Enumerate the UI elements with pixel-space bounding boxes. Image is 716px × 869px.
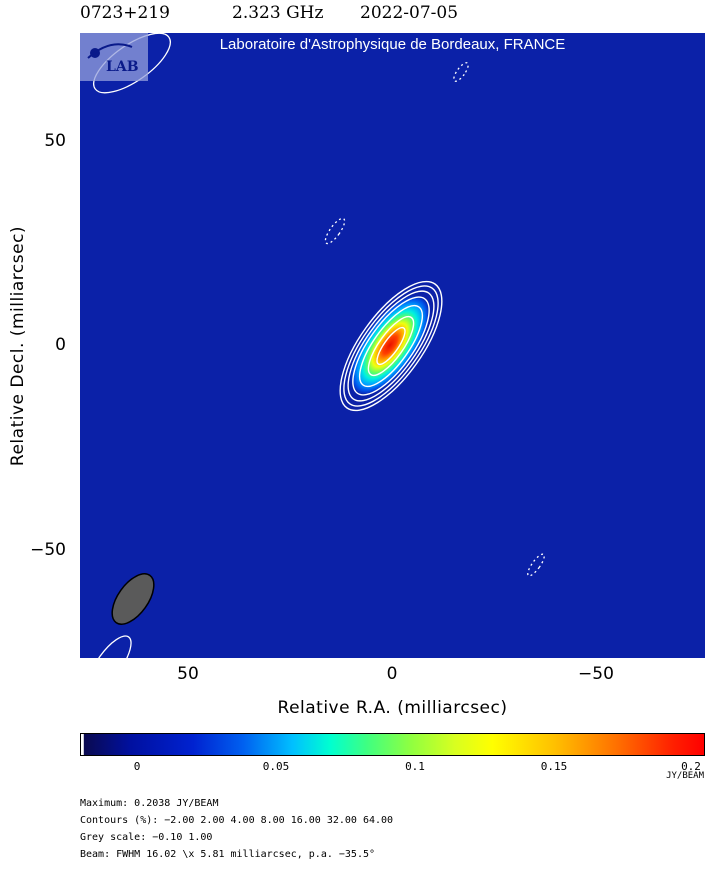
beam-ellipse xyxy=(111,573,155,625)
y-tick-label: 0 xyxy=(55,335,66,355)
map-panel: LAB Laboratoire d'Astrophysique de Borde… xyxy=(80,33,705,658)
map-image xyxy=(88,33,545,658)
negative-contours xyxy=(324,62,545,577)
x-axis-label: Relative R.A. (milliarcsec) xyxy=(277,698,508,718)
beam-label: Beam: FWHM 16.02 \x 5.81 milliarcsec, p.… xyxy=(80,849,376,860)
x-tick-label: 50 xyxy=(177,664,199,684)
x-tick-label: 0 xyxy=(386,664,398,684)
frequency-label: 2.323 GHz xyxy=(232,3,324,23)
date-label: 2022-07-05 xyxy=(360,3,459,23)
colorbar-tick: 0.1 xyxy=(405,760,425,773)
maximum-label: Maximum: 0.2038 JY/BEAM xyxy=(80,798,219,809)
lab-logo-text: LAB xyxy=(106,59,139,75)
y-tick-label: 50 xyxy=(44,131,66,151)
y-axis-label: Relative Decl. (milliarcsec) xyxy=(8,225,28,467)
colorbar-tick: 0 xyxy=(133,760,141,773)
colorbar-unit: JY/BEAM xyxy=(666,771,704,781)
contours-label: Contours (%): −2.00 2.00 4.00 8.00 16.00… xyxy=(80,815,394,826)
colorbar xyxy=(80,733,705,756)
edge-contour-bottom xyxy=(88,635,132,658)
core-emission xyxy=(350,295,430,395)
grey-scale-label: Grey scale: −0.10 1.00 xyxy=(80,832,213,843)
x-tick-label: −50 xyxy=(578,664,614,684)
y-tick-label: −50 xyxy=(30,540,66,560)
credit-label: Laboratoire d'Astrophysique de Bordeaux,… xyxy=(219,36,566,53)
contour-lines xyxy=(339,280,443,412)
colorbar-tick: 0.15 xyxy=(540,760,568,773)
colorbar-tick: 0.2 xyxy=(681,760,701,773)
source-name: 0723+219 xyxy=(80,3,170,23)
lab-logo-icon: LAB xyxy=(87,43,139,75)
lab-logo: LAB xyxy=(80,33,148,81)
colorbar-tick: 0.05 xyxy=(262,760,290,773)
